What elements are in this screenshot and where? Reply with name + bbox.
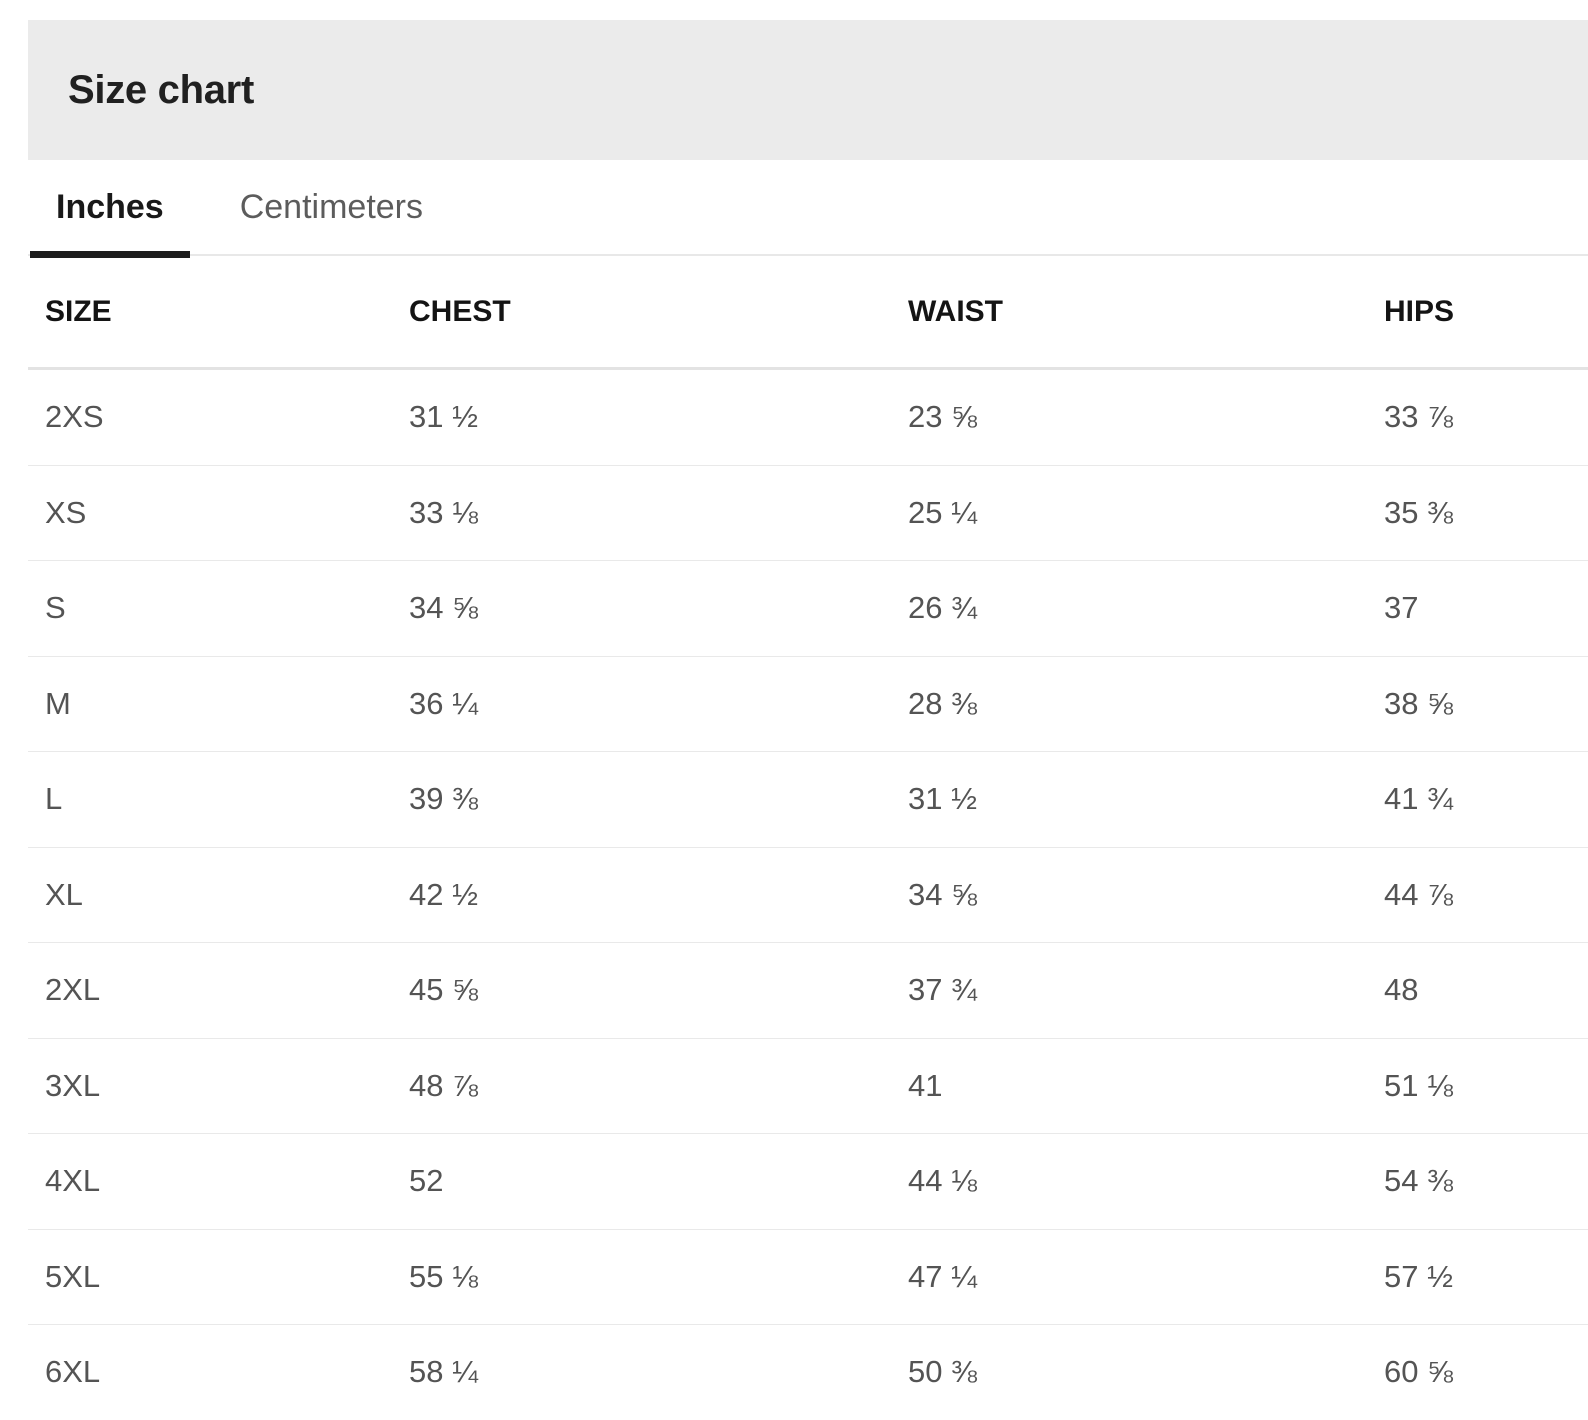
page-title: Size chart [68, 67, 254, 112]
measurement-cell: 44 ⅛ [908, 1163, 977, 1199]
column-header-size: SIZE [45, 294, 112, 328]
table-row: 3XL 48 ⅞ 41 51 ⅛ [28, 1039, 1588, 1134]
size-table-header-row: SIZE CHEST WAIST HIPS [28, 256, 1588, 370]
table-row: 6XL 58 ¼ 50 ⅜ 60 ⅝ [28, 1325, 1588, 1420]
tab-label: Centimeters [239, 187, 423, 226]
measurement-cell: 37 ¾ [908, 972, 977, 1008]
table-row: 4XL 52 44 ⅛ 54 ⅜ [28, 1134, 1588, 1230]
measurement-cell: 31 ½ [409, 399, 478, 435]
measurement-cell: 36 ¼ [409, 685, 478, 721]
measurement-cell: 51 ⅛ [1384, 1067, 1453, 1103]
size-cell: 4XL [45, 1163, 101, 1199]
measurement-cell: 35 ⅜ [1384, 494, 1453, 530]
size-cell: 5XL [45, 1258, 101, 1294]
table-row: 2XS 31 ½ 23 ⅝ 33 ⅞ [28, 370, 1588, 466]
size-cell: 6XL [45, 1354, 101, 1390]
table-row: XS 33 ⅛ 25 ¼ 35 ⅜ [28, 466, 1588, 561]
measurement-cell: 50 ⅜ [908, 1354, 977, 1390]
size-cell: 3XL [45, 1067, 101, 1103]
size-cell: XL [45, 876, 83, 912]
measurement-cell: 48 [1384, 972, 1419, 1008]
table-row: 2XL 45 ⅝ 37 ¾ 48 [28, 943, 1588, 1039]
measurement-cell: 26 ¾ [908, 590, 977, 626]
measurement-cell: 48 ⅞ [409, 1067, 478, 1103]
column-header-hips: HIPS [1384, 294, 1455, 328]
measurement-cell: 33 ⅛ [409, 494, 478, 530]
measurement-cell: 41 [908, 1067, 943, 1103]
table-row: S 34 ⅝ 26 ¾ 37 [28, 561, 1588, 657]
measurement-cell: 33 ⅞ [1384, 399, 1453, 435]
table-row: XL 42 ½ 34 ⅝ 44 ⅞ [28, 848, 1588, 943]
size-cell: M [45, 685, 71, 721]
tab-label: Inches [56, 187, 164, 226]
units-tabs: Inches Centimeters [28, 160, 1588, 258]
size-cell: S [45, 590, 66, 626]
measurement-cell: 28 ⅜ [908, 685, 977, 721]
size-table-body: 2XS 31 ½ 23 ⅝ 33 ⅞ XS 33 ⅛ 25 ¼ 35 ⅜ S 34 ⅝ 26 ¾ 37… [28, 370, 1588, 1420]
measurement-cell: 31 ½ [908, 781, 977, 817]
table-row: 5XL 55 ⅛ 47 ¼ 57 ½ [28, 1230, 1588, 1325]
measurement-cell: 34 ⅝ [409, 590, 478, 626]
measurement-cell: 57 ½ [1384, 1258, 1453, 1294]
measurement-cell: 52 [409, 1163, 444, 1199]
size-table: SIZE CHEST WAIST HIPS 2XS 31 ½ 23 ⅝ 33 ⅞ XS 33 ⅛… [28, 256, 1588, 1420]
measurement-cell: 25 ¼ [908, 494, 977, 530]
measurement-cell: 38 ⅝ [1384, 685, 1453, 721]
measurement-cell: 44 ⅞ [1384, 876, 1453, 912]
measurement-cell: 45 ⅝ [409, 972, 478, 1008]
measurement-cell: 47 ¼ [908, 1258, 977, 1294]
column-header-waist: WAIST [908, 294, 1003, 328]
size-cell: 2XS [45, 399, 104, 435]
measurement-cell: 54 ⅜ [1384, 1163, 1453, 1199]
size-chart-header: Size chart [28, 20, 1588, 160]
measurement-cell: 34 ⅝ [908, 876, 977, 912]
size-cell: L [45, 781, 63, 817]
measurement-cell: 58 ¼ [409, 1354, 478, 1390]
measurement-cell: 42 ½ [409, 876, 478, 912]
table-row: L 39 ⅜ 31 ½ 41 ¾ [28, 752, 1588, 848]
measurement-cell: 39 ⅜ [409, 781, 478, 817]
measurement-cell: 41 ¾ [1384, 781, 1453, 817]
size-cell: XS [45, 494, 87, 530]
measurement-cell: 60 ⅝ [1384, 1354, 1453, 1390]
tab-centimeters[interactable]: Centimeters [214, 160, 449, 254]
measurement-cell: 55 ⅛ [409, 1258, 478, 1294]
size-cell: 2XL [45, 972, 101, 1008]
table-row: M 36 ¼ 28 ⅜ 38 ⅝ [28, 657, 1588, 752]
column-header-chest: CHEST [409, 294, 511, 328]
tab-inches[interactable]: Inches [30, 160, 190, 258]
measurement-cell: 37 [1384, 590, 1419, 626]
measurement-cell: 23 ⅝ [908, 399, 977, 435]
